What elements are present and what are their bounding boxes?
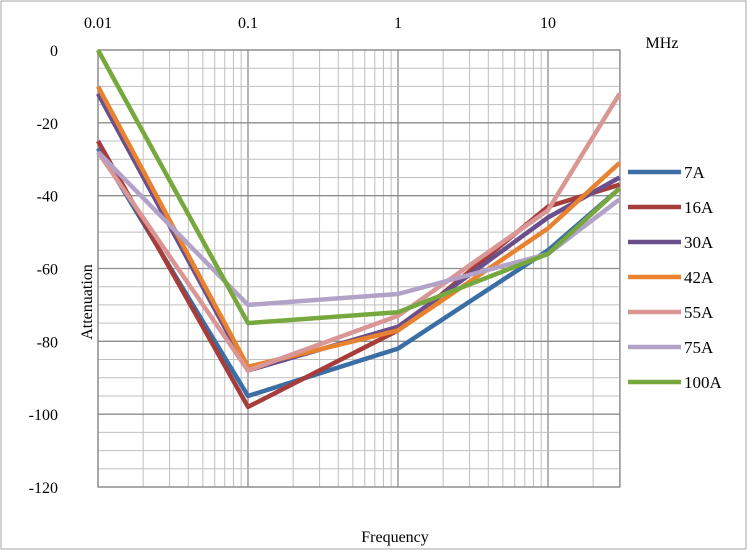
series-line-75a <box>96 150 621 308</box>
series-line-100a <box>96 48 622 326</box>
legend-label-100a: 100A <box>684 373 723 392</box>
series-line-42a <box>96 85 622 370</box>
legend-label-42a: 42A <box>684 268 714 287</box>
x-tick-label: 1 <box>394 15 402 32</box>
y-axis-title: Attenuation <box>79 264 96 340</box>
legend: 7A 16A 30A 42A 55A 75A 100A <box>628 163 723 392</box>
legend-label-7a: 7A <box>684 163 706 182</box>
legend-label-16a: 16A <box>684 198 714 217</box>
x-unit-label: MHz <box>646 35 679 52</box>
x-tick-label: 0.01 <box>84 15 112 32</box>
y-tick-label: -40 <box>37 189 58 206</box>
series-lines <box>96 48 622 410</box>
y-tick-label: -100 <box>29 407 58 424</box>
legend-label-55a: 55A <box>684 303 714 322</box>
series-line-55a <box>96 92 622 373</box>
grid <box>97 49 621 488</box>
x-tick-label: 0.1 <box>238 15 258 32</box>
y-tick-label: -80 <box>37 334 58 351</box>
x-tick-label: 10 <box>540 15 556 32</box>
legend-label-30a: 30A <box>684 233 714 252</box>
tick-labels: 0.01 0.1 1 10 0 -20 -40 -60 -80 -100 -120 <box>29 15 556 497</box>
legend-label-75a: 75A <box>684 338 714 357</box>
y-tick-label: -60 <box>37 262 58 279</box>
x-axis-title: Frequency <box>361 529 429 546</box>
plot-area-border <box>97 49 621 488</box>
y-tick-label: -120 <box>29 480 58 497</box>
y-tick-label: -20 <box>37 116 58 133</box>
y-tick-label: 0 <box>50 43 58 60</box>
